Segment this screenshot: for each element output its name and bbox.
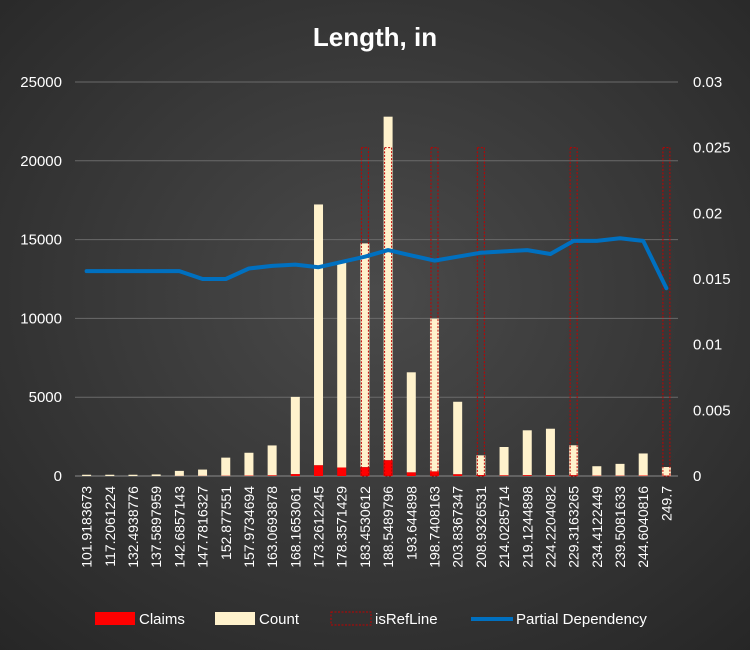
legend-label-claims: Claims	[139, 611, 185, 628]
claims-bar	[546, 475, 555, 476]
y-left-tick-label: 20000	[20, 153, 62, 170]
count-bar	[128, 475, 137, 476]
x-tick-label: 224.2204082	[542, 486, 558, 568]
legend-swatch-count	[215, 612, 255, 625]
x-tick-label: 244.6040816	[635, 486, 651, 568]
y-right-tick-label: 0.01	[693, 337, 722, 354]
count-bar	[453, 402, 462, 474]
count-bar	[105, 475, 114, 476]
count-bar	[639, 453, 648, 475]
x-tick-label: 137.5897959	[148, 486, 164, 568]
claims-bar	[453, 474, 462, 476]
y-right-tick-label: 0.03	[693, 74, 722, 91]
count-bar	[291, 397, 300, 474]
count-bar	[476, 455, 485, 475]
x-tick-label: 147.7816327	[195, 486, 211, 568]
y-left-tick-label: 10000	[20, 310, 62, 327]
x-tick-label: 249.7	[658, 486, 674, 521]
y-left-tick-label: 15000	[20, 232, 62, 249]
legend-swatch-claims	[95, 612, 135, 625]
x-tick-label: 173.2612245	[311, 486, 327, 568]
x-tick-label: 168.1653061	[287, 486, 303, 568]
y-right-tick-label: 0.005	[693, 402, 731, 419]
claims-bar	[268, 475, 277, 476]
count-bar	[152, 474, 161, 476]
claims-bar	[407, 472, 416, 476]
x-tick-label: 214.0285714	[496, 486, 512, 568]
x-tick-label: 208.9326531	[473, 486, 489, 568]
x-tick-label: 203.8367347	[450, 486, 466, 568]
count-bar	[314, 204, 323, 465]
count-bar	[82, 475, 91, 476]
y-right-tick-label: 0	[693, 468, 701, 485]
count-bar	[198, 470, 207, 476]
x-tick-label: 219.1244898	[519, 486, 535, 568]
x-tick-label: 157.9734694	[241, 486, 257, 568]
x-tick-label: 178.3571429	[334, 486, 350, 568]
count-bar	[244, 453, 253, 476]
x-tick-label: 132.4938776	[125, 486, 141, 568]
y-right-tick-label: 0.025	[693, 140, 731, 157]
x-tick-label: 101.9183673	[79, 486, 95, 568]
y-left-tick-label: 25000	[20, 74, 62, 91]
y-left-tick-label: 5000	[29, 389, 62, 406]
legend-label-isrefline: isRefLine	[375, 611, 438, 628]
count-bar	[523, 430, 532, 475]
legend-label-count: Count	[259, 611, 300, 628]
claims-bar	[314, 465, 323, 476]
y-right-tick-label: 0.02	[693, 205, 722, 222]
count-bar	[546, 429, 555, 475]
x-tick-label: 193.644898	[403, 486, 419, 560]
x-tick-label: 152.877551	[218, 486, 234, 560]
count-bar	[616, 464, 625, 476]
x-tick-label: 163.0693878	[264, 486, 280, 568]
x-tick-label: 239.5081633	[612, 486, 628, 568]
count-bar	[221, 458, 230, 476]
count-bar	[175, 471, 184, 476]
legend-label-partial-dependency: Partial Dependency	[516, 611, 647, 628]
x-tick-label: 117.2061224	[102, 486, 118, 567]
count-bar	[592, 466, 601, 475]
x-tick-label: 183.4530612	[357, 486, 373, 568]
count-bar	[500, 447, 509, 475]
count-bar	[407, 372, 416, 472]
y-right-tick-label: 0.015	[693, 271, 731, 288]
chart-title: Length, in	[313, 22, 437, 52]
count-bar	[268, 445, 277, 475]
x-tick-label: 234.4122449	[589, 486, 605, 568]
claims-bar	[523, 475, 532, 476]
x-tick-label: 229.3163265	[566, 486, 582, 568]
count-bar	[337, 261, 346, 467]
claims-bar	[337, 467, 346, 476]
x-tick-label: 142.6857143	[171, 486, 187, 568]
y-left-tick-label: 0	[54, 468, 62, 485]
x-tick-label: 188.5489796	[380, 486, 396, 568]
x-tick-label: 198.7408163	[426, 486, 442, 568]
claims-bar	[291, 474, 300, 476]
claims-bar	[500, 475, 509, 476]
